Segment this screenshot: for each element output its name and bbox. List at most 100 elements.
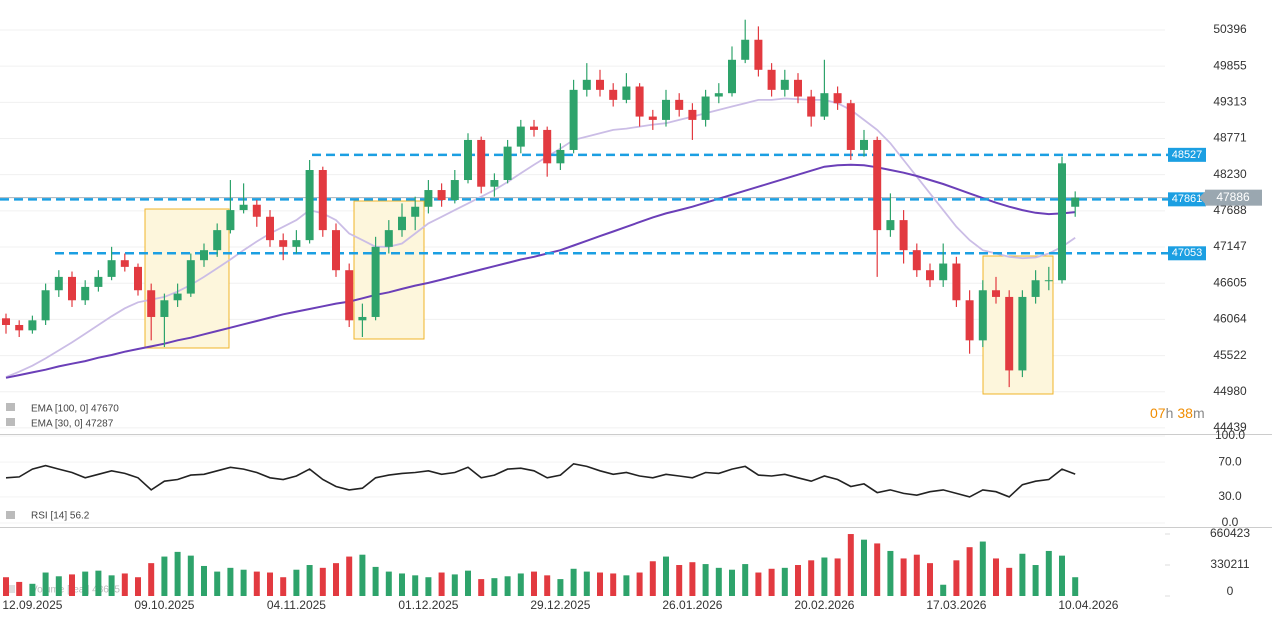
volume-bar xyxy=(293,569,300,596)
volume-bar xyxy=(531,571,537,596)
candle-body xyxy=(252,204,261,217)
volume-bar xyxy=(781,567,788,596)
volume-bar xyxy=(240,569,247,596)
level-label: 47861 xyxy=(1172,193,1203,205)
volume-bar xyxy=(742,564,749,596)
y-tick-label: 44439 xyxy=(1213,420,1247,434)
x-tick-label: 20.02.2026 xyxy=(794,598,854,612)
volume-bar xyxy=(847,534,854,596)
volume-bar xyxy=(399,573,405,596)
volume-bar xyxy=(1072,577,1079,596)
volume-bar xyxy=(478,579,485,596)
volume-bar xyxy=(504,576,511,596)
candle-body xyxy=(609,89,618,100)
candle-body xyxy=(662,99,670,120)
volume-bar xyxy=(187,555,194,596)
candle-body xyxy=(820,93,829,117)
volume-bar xyxy=(425,577,432,596)
volume-tick-label: 330211 xyxy=(1210,557,1249,571)
volume-bar xyxy=(438,572,445,596)
legend-icon xyxy=(6,585,15,593)
candle-body xyxy=(15,324,24,331)
volume-bar xyxy=(82,571,89,596)
volume-bar xyxy=(135,577,141,596)
candle-body xyxy=(833,93,842,104)
candle-body xyxy=(450,180,459,201)
volume-bar xyxy=(451,574,458,596)
volume-bar xyxy=(808,560,815,596)
candle-body xyxy=(239,204,248,211)
candle-body xyxy=(648,116,657,120)
volume-bar xyxy=(834,558,841,596)
candle-body xyxy=(490,180,499,187)
legend-icon xyxy=(6,403,15,411)
candle-body xyxy=(384,230,393,247)
candle-body xyxy=(701,96,710,120)
volume-bar xyxy=(148,563,155,596)
candle-body xyxy=(411,206,420,217)
volume-bar xyxy=(280,577,287,596)
candle-body xyxy=(503,146,512,181)
y-tick-label: 49855 xyxy=(1213,58,1247,72)
candle-body xyxy=(741,39,750,60)
volume-bar xyxy=(1045,550,1052,596)
candle-body xyxy=(543,129,552,164)
candle-body xyxy=(794,79,802,97)
volume-bar xyxy=(768,568,775,596)
volume-tick-label: 660423 xyxy=(1210,526,1250,540)
volume-bar xyxy=(676,565,683,596)
candle-body xyxy=(464,139,472,181)
volume-bar xyxy=(636,572,643,596)
volume-bar xyxy=(214,571,221,596)
candle-body xyxy=(345,270,354,321)
volume-bar xyxy=(69,574,75,596)
candle-body xyxy=(767,69,776,90)
candle-body xyxy=(424,190,433,207)
volume-bar xyxy=(517,573,524,596)
x-tick-label: 09.10.2025 xyxy=(134,598,194,612)
candle-body xyxy=(1071,197,1080,207)
candle-body xyxy=(873,139,882,231)
rsi-tick-label: 30.0 xyxy=(1218,489,1242,503)
x-tick-label: 26.01.2026 xyxy=(662,598,722,612)
volume-bar xyxy=(755,572,762,596)
volume-bar xyxy=(108,575,115,596)
volume-bar xyxy=(491,578,498,596)
level-label: 47053 xyxy=(1172,247,1203,259)
x-tick-label: 29.12.2025 xyxy=(530,598,590,612)
volume-bar xyxy=(95,570,102,596)
candle-body xyxy=(173,293,182,301)
y-tick-label: 47688 xyxy=(1213,203,1247,217)
y-tick-label: 46605 xyxy=(1213,275,1247,289)
volume-bar xyxy=(900,558,907,596)
candle-body xyxy=(2,318,10,325)
y-tick-label: 48771 xyxy=(1213,131,1247,145)
candle-body xyxy=(714,93,723,97)
rsi-line xyxy=(5,462,1076,498)
y-tick-label: 44980 xyxy=(1213,384,1247,398)
volume-bar xyxy=(583,571,590,596)
volume-bar xyxy=(385,571,392,596)
candle-body xyxy=(728,59,736,94)
last-price-badge xyxy=(1205,189,1262,206)
legend-label: Volume [real] 48655 xyxy=(31,585,120,596)
candle-body xyxy=(952,263,961,301)
volume-bar xyxy=(372,566,379,596)
volume-bar xyxy=(795,565,801,596)
candle-body xyxy=(1031,280,1040,297)
volume-bar xyxy=(412,575,419,596)
level-badge xyxy=(1168,192,1206,207)
candle-body xyxy=(569,89,578,150)
timer-unit: m xyxy=(1193,405,1205,421)
volume-bar xyxy=(1059,555,1065,596)
volume-bar xyxy=(16,581,23,596)
volume-bar xyxy=(663,556,669,596)
volume-bar xyxy=(861,539,867,596)
timer-minutes: 38 xyxy=(1177,405,1193,421)
volume-bar xyxy=(979,541,986,596)
candle-body xyxy=(213,230,222,251)
volume-bar xyxy=(729,569,735,596)
volume-bar xyxy=(346,556,353,596)
legend-icon xyxy=(6,511,15,519)
